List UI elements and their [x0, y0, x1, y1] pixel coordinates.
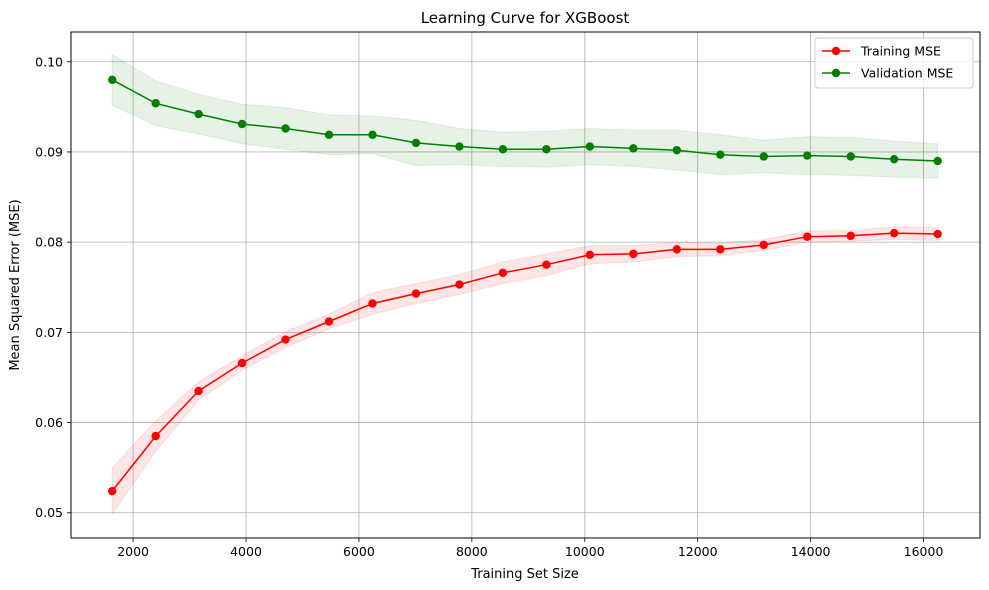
x-axis-ticks: 2000 4000 6000 8000 10000 12000 14000 16000 — [117, 538, 943, 559]
x-axis-title: Training Set Size — [470, 567, 579, 582]
x-tick-label: 8000 — [456, 544, 488, 559]
validation-mse-point — [585, 142, 595, 151]
x-tick-label: 12000 — [678, 544, 718, 559]
validation-mse-point — [324, 130, 334, 140]
validation-mse-point — [759, 152, 768, 161]
training-mse-point — [803, 232, 812, 241]
training-mse-point — [194, 386, 203, 396]
training-mse-point — [498, 268, 508, 278]
validation-mse-point — [108, 75, 117, 85]
training-mse-point — [324, 317, 334, 326]
training-mse-point — [411, 289, 421, 298]
training-mse-point — [846, 231, 855, 241]
training-mse-point — [108, 486, 117, 496]
x-tick-label: 14000 — [791, 544, 831, 559]
validation-mse-point — [151, 99, 160, 108]
y-tick-label: 0.06 — [35, 415, 63, 430]
training-mse-point — [455, 280, 464, 289]
training-mse-point — [237, 358, 247, 368]
training-mse-point — [585, 250, 595, 259]
y-axis-title: Mean Squared Error (MSE) — [8, 199, 23, 370]
legend-marker-validation-mse — [831, 68, 841, 78]
series-lines — [108, 75, 942, 496]
validation-mse-band — [111, 53, 939, 179]
validation-mse-point — [629, 144, 638, 153]
training-mse-point — [281, 335, 290, 344]
training-mse-point — [889, 228, 899, 238]
validation-mse-point — [889, 154, 899, 164]
validation-mse-point — [846, 152, 855, 161]
validation-mse-line — [111, 79, 938, 162]
validation-mse-point — [803, 151, 812, 160]
validation-mse-point — [194, 109, 203, 119]
grid — [71, 32, 980, 538]
training-mse-point — [716, 245, 725, 254]
y-tick-label: 0.05 — [35, 505, 63, 520]
training-mse-point — [368, 299, 377, 308]
legend-box — [814, 37, 974, 89]
legend: Training MSE Validation MSE — [814, 37, 974, 89]
x-tick-label: 10000 — [565, 544, 605, 559]
training-mse-point — [933, 229, 942, 239]
validation-mse-point — [455, 142, 464, 151]
plot-frame — [70, 31, 981, 539]
y-axis-ticks: 0.05 0.06 0.07 0.08 0.09 0.10 — [35, 54, 71, 520]
validation-mse-point — [498, 145, 508, 154]
validation-mse-point — [237, 119, 247, 129]
training-mse-point — [629, 249, 638, 259]
y-tick-label: 0.07 — [35, 325, 63, 340]
training-mse-line — [111, 232, 938, 492]
legend-label-training-mse: Training MSE — [860, 44, 941, 59]
y-tick-label: 0.08 — [35, 235, 63, 250]
validation-mse-point — [933, 156, 942, 166]
confidence-bands — [111, 53, 939, 517]
x-tick-label: 2000 — [117, 544, 149, 559]
x-tick-label: 16000 — [904, 544, 944, 559]
validation-mse-point — [672, 145, 682, 155]
x-tick-label: 4000 — [230, 544, 262, 559]
legend-marker-training-mse — [831, 46, 841, 56]
training-mse-point — [672, 245, 682, 254]
x-tick-label: 6000 — [343, 544, 375, 559]
training-mse-point — [759, 240, 768, 250]
training-mse-band — [111, 226, 939, 517]
validation-mse-point — [368, 130, 377, 140]
validation-mse-point — [716, 150, 725, 159]
training-mse-point — [542, 260, 551, 269]
y-tick-label: 0.10 — [35, 54, 63, 69]
chart-title: Learning Curve for XGBoost — [421, 9, 630, 27]
validation-mse-point — [542, 145, 551, 154]
validation-mse-point — [281, 124, 290, 133]
validation-mse-point — [411, 138, 421, 148]
legend-label-validation-mse: Validation MSE — [861, 66, 953, 81]
training-mse-point — [151, 431, 160, 441]
y-tick-label: 0.09 — [35, 144, 63, 159]
